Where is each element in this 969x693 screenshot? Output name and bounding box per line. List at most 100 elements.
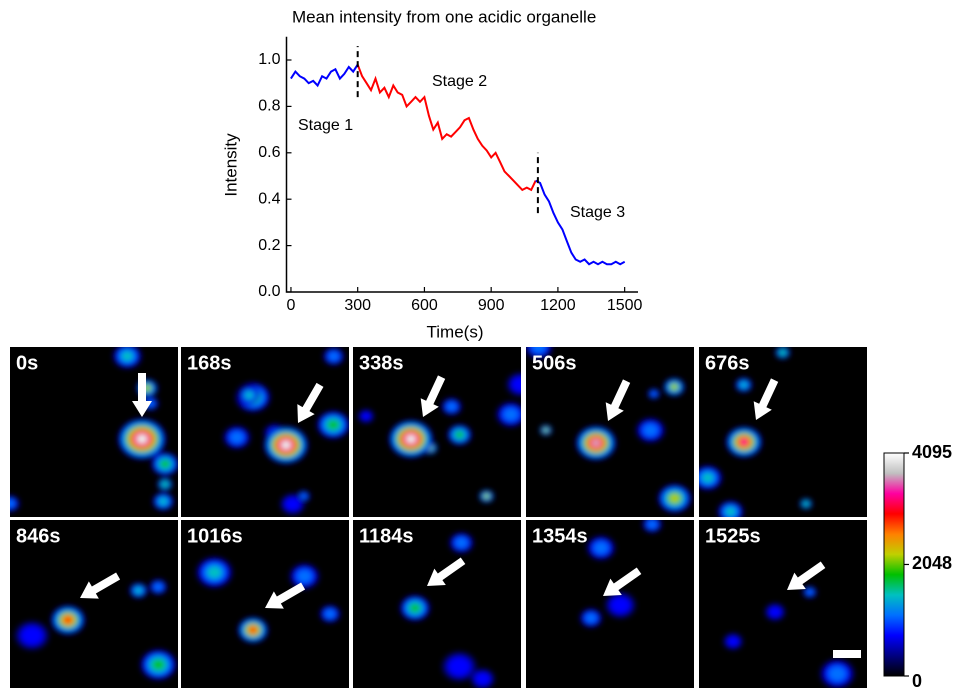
blob <box>544 428 548 432</box>
blob <box>410 603 420 613</box>
blob <box>160 460 170 468</box>
blob <box>643 424 658 437</box>
blob <box>134 587 143 594</box>
panel-label: 676s <box>705 352 750 374</box>
panel-background <box>699 347 867 517</box>
blobs <box>10 347 178 512</box>
blob <box>647 520 657 529</box>
blobs <box>400 532 495 688</box>
x-tick-label: 900 <box>478 297 505 314</box>
colorbar-tick-label: 0 <box>912 671 922 688</box>
blob <box>592 439 600 447</box>
x-axis-label: Time(s) <box>427 322 484 341</box>
x-tick-label: 1200 <box>540 297 576 314</box>
y-tick-label: 0.0 <box>258 283 280 300</box>
blob <box>768 606 782 618</box>
blob <box>780 350 786 355</box>
blob <box>726 636 740 647</box>
blob <box>650 391 657 397</box>
blob <box>20 626 44 646</box>
blob <box>669 494 680 503</box>
panel-label: 0s <box>16 352 38 374</box>
image-panel: 1184s <box>353 520 521 688</box>
blob <box>10 499 15 508</box>
blob <box>740 381 748 388</box>
blob <box>503 408 519 421</box>
panel-label: 338s <box>359 352 404 374</box>
image-panel: 1525s <box>699 520 867 688</box>
blobs <box>358 372 521 503</box>
blob <box>446 402 457 411</box>
panel-label: 1016s <box>187 525 243 547</box>
blob <box>702 472 714 483</box>
y-tick-label: 0.8 <box>258 98 280 115</box>
blob <box>671 384 678 390</box>
data-line <box>290 64 359 88</box>
arrow <box>420 375 446 417</box>
blob <box>327 420 339 430</box>
blob <box>585 613 597 623</box>
panel-background <box>353 520 521 688</box>
arrow <box>787 561 826 590</box>
y-axis-label: Intensity <box>221 133 240 197</box>
image-panel: 168s <box>181 347 349 517</box>
panel-label: 1184s <box>359 525 414 547</box>
blob <box>153 583 163 591</box>
blob <box>474 672 491 686</box>
image-panel: 1354s <box>526 520 694 688</box>
blob <box>121 351 133 361</box>
arrow <box>265 582 306 609</box>
x-tick-label: 0 <box>286 297 295 314</box>
blob <box>511 376 521 393</box>
blobs <box>223 347 349 515</box>
image-panel: 846s <box>10 520 178 688</box>
y-tick-label: 0.6 <box>258 144 280 161</box>
blob <box>207 566 222 579</box>
y-tick-label: 0.4 <box>258 190 280 207</box>
blobs <box>580 520 662 628</box>
blob <box>244 391 254 399</box>
stage-label: Stage 3 <box>570 204 625 221</box>
arrow <box>427 557 466 586</box>
blob <box>828 666 846 681</box>
colorbar-tick-label: 2048 <box>912 553 952 573</box>
blob <box>806 589 814 596</box>
arrow <box>132 373 152 417</box>
colorbar-tick-label: 4095 <box>912 442 952 462</box>
blob <box>284 497 301 512</box>
blob <box>484 494 489 498</box>
panel-background <box>181 520 349 688</box>
y-tick-label: 1.0 <box>258 51 280 68</box>
blobs <box>196 557 341 643</box>
blob <box>249 627 257 633</box>
blob <box>162 482 168 487</box>
image-panel: 0s <box>10 347 178 517</box>
scale-bar <box>833 650 861 658</box>
blobs <box>526 347 692 513</box>
blob <box>230 431 244 444</box>
blob <box>725 507 736 517</box>
blob <box>803 501 809 506</box>
image-panel: 1016s <box>181 520 349 688</box>
data-line <box>356 64 537 192</box>
panel-label: 1354s <box>532 525 588 547</box>
blob <box>740 438 748 446</box>
blob <box>328 351 339 361</box>
blob <box>297 570 312 583</box>
blobs <box>723 586 855 688</box>
panel-label: 506s <box>532 352 577 374</box>
blob <box>594 541 609 554</box>
x-tick-label: 300 <box>344 297 371 314</box>
chart-title: Mean intensity from one acidic organelle <box>292 7 596 26</box>
x-tick-label: 600 <box>411 297 438 314</box>
blob <box>532 347 546 353</box>
blob <box>64 616 72 624</box>
blob <box>447 656 471 677</box>
blob <box>610 596 631 614</box>
data-line <box>535 179 626 266</box>
blob <box>282 441 290 449</box>
blob <box>360 411 372 421</box>
blobs <box>699 347 813 517</box>
blob <box>324 609 336 619</box>
